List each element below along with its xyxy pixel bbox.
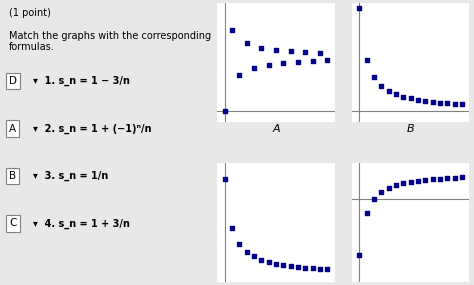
Point (221, 177, 228, 182)
Point (385, 88, 392, 93)
Point (444, 176, 451, 180)
Point (451, 175, 458, 180)
Point (309, 266, 317, 270)
Point (421, 178, 429, 182)
Point (316, 51, 324, 55)
Point (272, 261, 280, 266)
Point (370, 197, 378, 201)
Point (228, 225, 236, 230)
Point (287, 264, 294, 268)
Point (356, 252, 363, 257)
Point (414, 97, 422, 102)
Point (400, 94, 407, 99)
Text: A: A (9, 123, 17, 134)
Point (378, 190, 385, 195)
Point (458, 175, 466, 179)
Point (221, 109, 228, 113)
Point (385, 186, 392, 190)
Point (236, 73, 243, 77)
Point (436, 101, 444, 105)
Text: B: B (9, 171, 17, 181)
Point (444, 101, 451, 106)
Point (421, 99, 429, 103)
Point (392, 183, 400, 188)
Point (280, 61, 287, 65)
Point (309, 59, 317, 63)
Point (429, 100, 437, 104)
Text: Match the graphs with the corresponding
formulas.: Match the graphs with the corresponding … (9, 31, 211, 52)
Point (301, 265, 309, 270)
Point (370, 75, 378, 79)
Point (378, 83, 385, 88)
X-axis label: B: B (407, 125, 415, 135)
Point (257, 46, 265, 50)
Point (243, 249, 251, 254)
Point (236, 241, 243, 246)
Text: D: D (9, 76, 17, 86)
Point (429, 177, 437, 182)
Point (280, 263, 287, 267)
Point (407, 96, 414, 101)
Point (414, 178, 422, 183)
Point (316, 266, 324, 271)
Point (272, 48, 280, 52)
Point (287, 49, 294, 54)
Point (323, 58, 331, 63)
Point (356, 6, 363, 10)
Point (250, 65, 258, 70)
X-axis label: A: A (272, 125, 280, 135)
Point (301, 50, 309, 55)
Point (265, 260, 273, 264)
Point (436, 176, 444, 181)
Point (400, 181, 407, 186)
Text: ▾  2. s_n = 1 + (−1)ⁿ/n: ▾ 2. s_n = 1 + (−1)ⁿ/n (33, 123, 151, 134)
Point (228, 28, 236, 32)
Point (265, 62, 273, 67)
Point (392, 92, 400, 96)
Point (407, 180, 414, 184)
Point (250, 254, 258, 259)
Point (243, 41, 251, 46)
Point (363, 57, 371, 62)
Text: ▾  1. s_n = 1 − 3/n: ▾ 1. s_n = 1 − 3/n (33, 76, 130, 86)
Point (363, 211, 371, 215)
Text: (1 point): (1 point) (9, 9, 51, 19)
Text: ▾  3. s_n = 1/n: ▾ 3. s_n = 1/n (33, 171, 108, 181)
Text: C: C (9, 219, 17, 229)
Point (451, 102, 458, 106)
Point (323, 267, 331, 272)
Point (257, 257, 265, 262)
Point (458, 102, 466, 107)
Point (294, 265, 302, 269)
Point (294, 60, 302, 64)
Text: ▾  4. s_n = 1 + 3/n: ▾ 4. s_n = 1 + 3/n (33, 218, 130, 229)
